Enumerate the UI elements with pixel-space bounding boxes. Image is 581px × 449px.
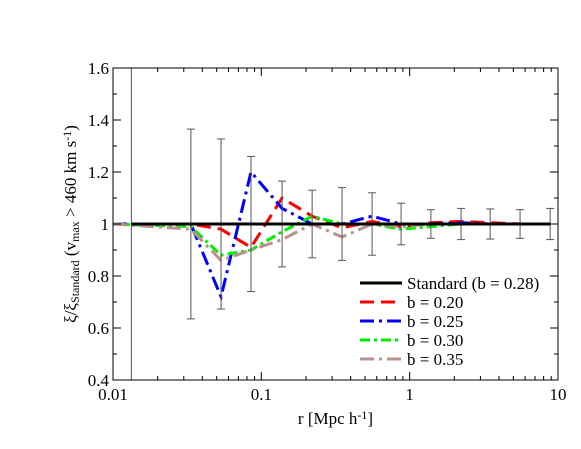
y-tick-label: 1.6 <box>88 59 109 78</box>
legend-label: b = 0.25 <box>407 312 463 331</box>
label-part: max <box>68 221 82 242</box>
legend-label: Standard (b = 0.28) <box>407 274 539 293</box>
series-line <box>113 222 551 263</box>
x-axis-label: r [Mpc h-1] <box>298 408 373 428</box>
label-part: ξ/ξ <box>61 303 80 323</box>
y-tick-label: 0.4 <box>88 371 110 390</box>
y-axis-label: ξ/ξStandard (vmax > 460 km s-1) <box>60 125 82 323</box>
label-part: Standard <box>68 260 82 303</box>
label-part: ) <box>61 125 80 131</box>
y-tick-label: 1.2 <box>88 163 109 182</box>
y-tick-label: 1.4 <box>88 111 110 130</box>
label-part: r [Mpc h <box>298 409 358 428</box>
label-part: > 460 km s <box>61 141 80 221</box>
legend-label: b = 0.30 <box>407 331 463 350</box>
label-part: (v <box>61 241 80 260</box>
y-tick-label: 1 <box>101 215 110 234</box>
plot-area <box>113 68 555 380</box>
y-tick-label: 0.6 <box>88 319 109 338</box>
label-part: ] <box>367 409 373 428</box>
y-tick-label: 0.8 <box>88 267 109 286</box>
label-part: -1 <box>60 131 74 141</box>
label-part: -1 <box>357 408 367 422</box>
legend-label: b = 0.35 <box>407 350 463 369</box>
series-line <box>113 214 551 257</box>
x-tick-label: 10 <box>550 385 567 404</box>
x-tick-label: 1 <box>405 385 414 404</box>
x-tick-label: 0.1 <box>251 385 272 404</box>
x-tick-label: 0.01 <box>98 385 128 404</box>
legend-label: b = 0.20 <box>407 293 463 312</box>
